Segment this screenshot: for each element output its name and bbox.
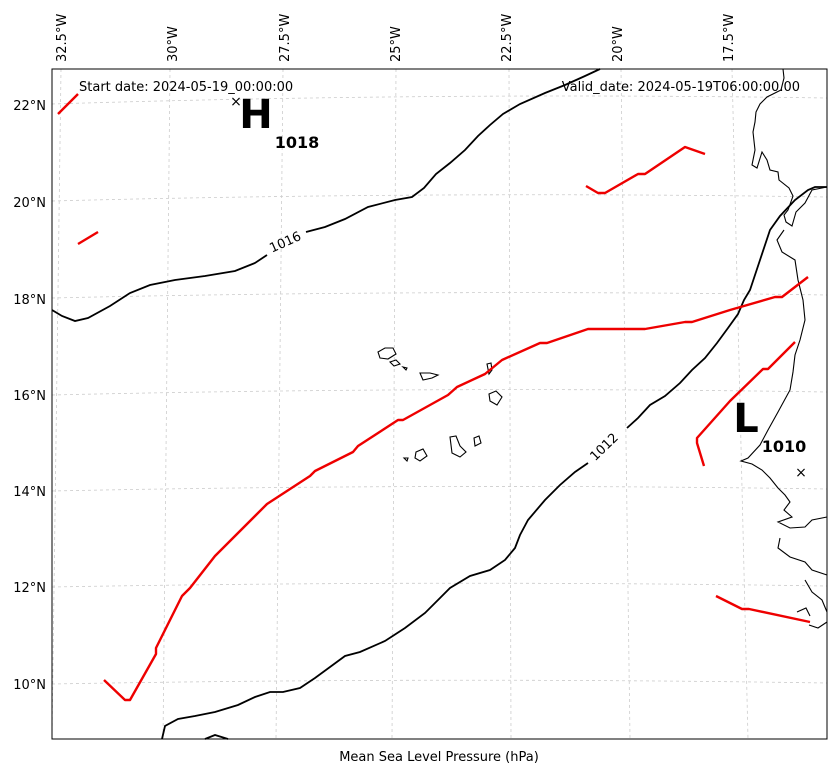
meridian-32-5w <box>51 68 62 740</box>
lat-label-16n: 16°N <box>13 389 46 404</box>
africa-coast-west <box>739 229 828 529</box>
lat-label-14n: 14°N <box>13 485 46 500</box>
africa-coast-south <box>777 537 828 629</box>
lon-label-17-5w: 17.5°W <box>722 14 737 62</box>
meridian-27-5w <box>275 68 284 740</box>
parallel-22n <box>51 95 828 105</box>
lon-label-27-5w: 27.5°W <box>278 14 293 62</box>
map-frame <box>51 68 828 740</box>
lat-label-12n: 12°N <box>13 581 46 596</box>
lon-label-20w: 20°W <box>611 26 626 62</box>
high-pressure-letter: H <box>239 92 272 138</box>
lon-label-32-5w: 32.5°W <box>55 14 70 62</box>
island-sao-nicolau <box>419 372 440 381</box>
meridian-20w <box>620 68 631 740</box>
high-pressure-value: 1018 <box>275 133 320 152</box>
island-santo-antao <box>377 347 397 360</box>
parallel-14n <box>51 486 828 492</box>
lat-label-18n: 18°N <box>13 293 46 308</box>
high-center-mark: × <box>230 94 242 110</box>
map-panel <box>52 69 827 739</box>
coastlines <box>377 68 828 629</box>
lat-label-20n: 20°N <box>13 196 46 211</box>
map-caption: Mean Sea Level Pressure (hPa) <box>339 750 539 765</box>
trough-line-south <box>715 594 811 624</box>
graticule <box>51 68 828 740</box>
island-boa-vista <box>488 390 503 406</box>
valid-date-label: Valid_date: 2024-05-19T06:00:00.00 <box>562 80 800 95</box>
trough-lines <box>57 93 811 702</box>
low-pressure-letter: L <box>733 396 759 442</box>
parallel-20n <box>51 194 828 202</box>
parallel-12n <box>51 582 828 588</box>
trough-line-main <box>103 276 809 702</box>
low-pressure-value: 1010 <box>762 437 807 456</box>
island-sao-vicente <box>388 359 402 367</box>
island-santa-luzia <box>401 365 408 371</box>
africa-coast <box>751 68 828 227</box>
parallel-18n <box>51 292 828 299</box>
trough-line-northwest <box>57 93 79 115</box>
meridian-22-5w <box>508 68 512 740</box>
isobar-1016-line <box>51 68 601 322</box>
trough-line-east <box>695 341 796 467</box>
lon-label-25w: 25°W <box>389 26 404 62</box>
island-santiago <box>449 435 467 458</box>
island-maio <box>473 435 482 447</box>
isobars <box>51 68 827 740</box>
isobar-1012-line <box>161 186 827 740</box>
meridian-17-5w <box>731 68 749 740</box>
meridian-25w <box>391 68 397 740</box>
parallel-10n <box>51 679 828 685</box>
parallel-16n <box>51 389 828 396</box>
lat-label-10n: 10°N <box>13 678 46 693</box>
lon-label-30w: 30°W <box>166 26 181 62</box>
lat-label-22n: 22°N <box>13 99 46 114</box>
isobar-south-fragment <box>204 734 229 740</box>
trough-line-west-short <box>77 230 99 246</box>
trough-line-northeast <box>585 145 706 195</box>
low-center-mark: × <box>795 465 807 481</box>
island-brava <box>402 457 409 463</box>
meridian-30w <box>162 68 171 740</box>
lon-label-22-5w: 22.5°W <box>500 14 515 62</box>
start-date-label: Start date: 2024-05-19_00:00:00 <box>79 80 293 95</box>
island-fogo <box>414 448 428 462</box>
